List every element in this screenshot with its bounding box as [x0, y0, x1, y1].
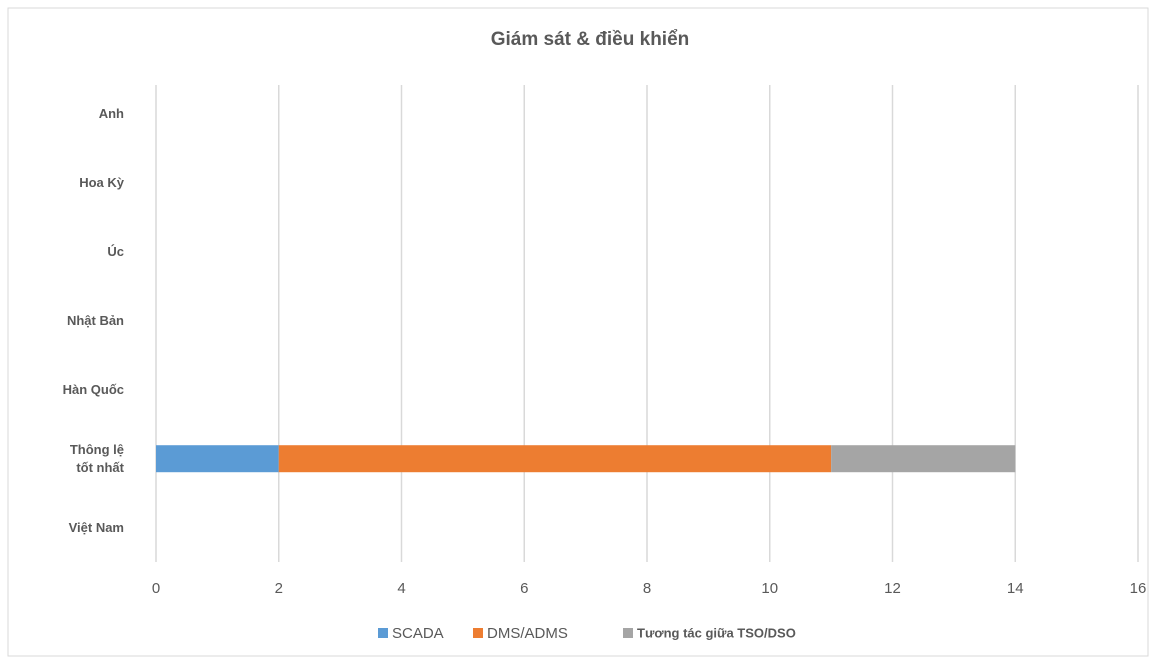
- legend-swatch: [378, 628, 388, 638]
- y-tick-label: Việt Nam: [68, 519, 124, 535]
- chart-title: Giám sát & điều khiển: [491, 29, 690, 50]
- y-tick-label: Hàn Quốc: [62, 381, 124, 397]
- x-tick-label: 10: [761, 580, 778, 597]
- x-tick-label: 8: [643, 580, 651, 597]
- bar-segment: [156, 445, 279, 473]
- x-tick-label: 2: [275, 580, 283, 597]
- y-tick-label: Hoa Kỳ: [79, 175, 124, 191]
- legend-label: DMS/ADMS: [487, 625, 568, 642]
- y-tick-label: Thông lệ tốt nhất: [69, 441, 124, 475]
- x-tick-label: 12: [884, 580, 901, 597]
- y-tick-label: Úc: [107, 244, 124, 260]
- x-tick-label: 4: [397, 580, 405, 597]
- chart-frame: [7, 7, 1149, 657]
- x-tick-label: 6: [520, 580, 528, 597]
- bar-segment: [278, 445, 832, 473]
- y-tick-label: Nhật Bản: [66, 313, 124, 328]
- legend-label: Tương tác giữa TSO/DSO: [637, 625, 796, 640]
- x-tick-label: 16: [1130, 580, 1147, 597]
- legend-label: SCADA: [392, 625, 444, 642]
- y-tick-label: Anh: [98, 106, 124, 122]
- bar-segment: [831, 445, 1016, 473]
- x-tick-label: 14: [1007, 580, 1024, 597]
- x-tick-label: 0: [152, 580, 160, 597]
- legend-swatch: [623, 628, 633, 638]
- legend-swatch: [473, 628, 483, 638]
